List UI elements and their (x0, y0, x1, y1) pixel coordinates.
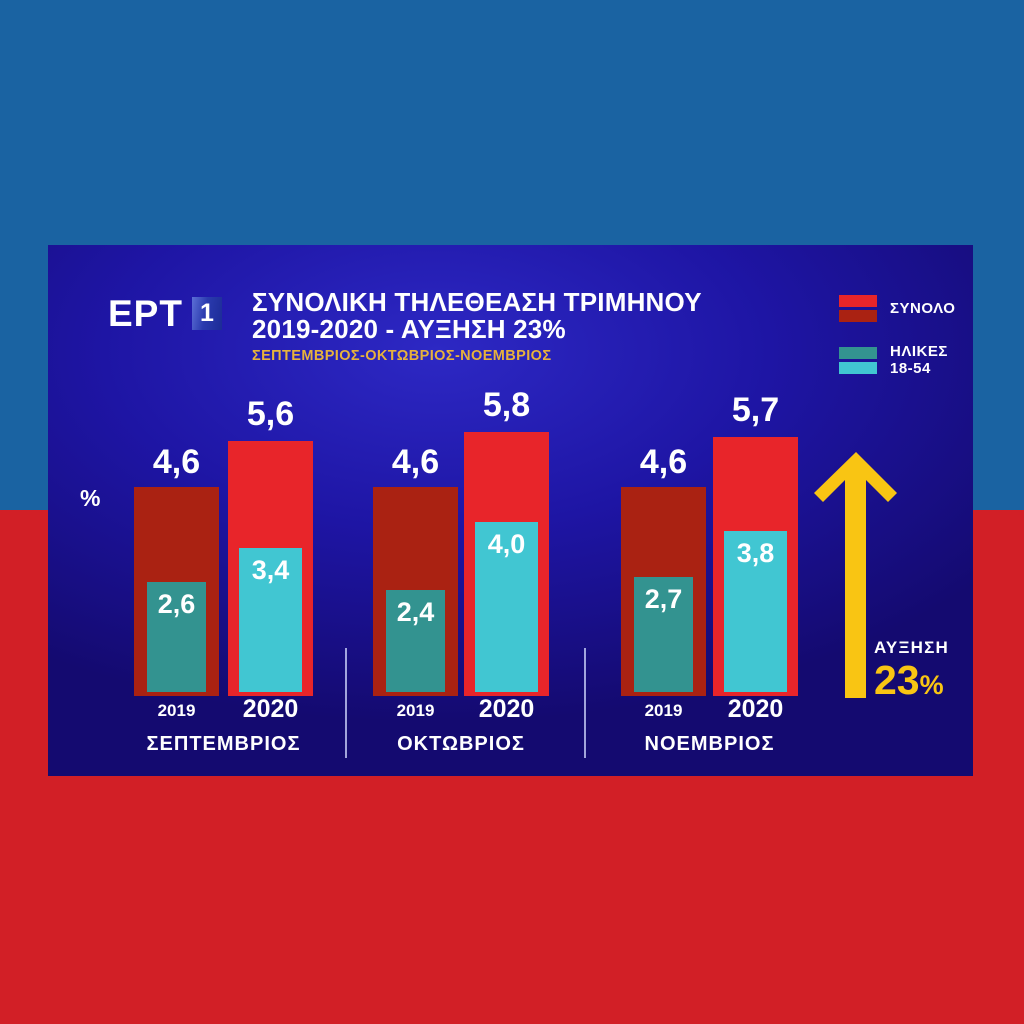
bar-value-ages-2019: 2,7 (644, 584, 683, 615)
chart-subtitle: ΣΕΠΤΕΜΒΡΙΟΣ-ΟΚΤΩΒΡΙΟΣ-ΝΟΕΜΒΡΙΟΣ (252, 348, 552, 365)
legend-label-total: ΣΥΝΟΛΟ (890, 299, 956, 317)
title-block: ΣΥΝΟΛΙΚΗ ΤΗΛΕΘΕΑΣΗ ΤΡΙΜΗΝΟΥ 2019-2020 - … (252, 289, 702, 364)
increase-percent-sign: % (919, 670, 944, 700)
bar-ages-2019 (386, 590, 445, 692)
legend-swatch-total-2020-icon (839, 295, 877, 307)
bar-value-ages-2020: 3,8 (736, 537, 775, 568)
bar-value-total-2020: 5,6 (246, 395, 295, 434)
legend-swatch-total-2019-icon (839, 310, 877, 322)
increase-value: 23% (874, 660, 1014, 701)
bar-value-ages-2019: 2,6 (157, 588, 196, 619)
legend-swatch-ages-2019-icon (839, 346, 877, 359)
ert-channel-number: 1 (200, 299, 214, 327)
y-axis-unit-label: % (80, 485, 101, 511)
legend-label-ages-line1: ΗΛΙΚΕΣ (890, 343, 948, 360)
bar-value-total-2019: 4,6 (639, 442, 688, 481)
year-label-2019: 2019 (396, 701, 435, 720)
bar-value-ages-2020: 3,4 (251, 554, 290, 585)
year-label-2019: 2019 (644, 701, 683, 720)
legend-label-ages-line2: 18-54 (890, 360, 931, 378)
year-label-2020: 2020 (727, 695, 784, 723)
bar-ages-2020 (475, 522, 538, 692)
bar-ages-2020 (724, 530, 787, 692)
increase-value-number: 23 (874, 657, 920, 703)
year-label-2020: 2020 (242, 695, 299, 723)
bar-value-ages-2020: 4,0 (487, 529, 526, 559)
month-label: ΝΟΕΜΒΡΙΟΣ (644, 733, 775, 755)
month-label: ΟΚΤΩΒΡΙΟΣ (397, 733, 525, 755)
group-divider-1 (345, 648, 347, 758)
increase-label: ΑΥΞΗΣΗ (874, 638, 949, 657)
legend-item-ages: ΗΛΙΚΕΣ 18-54 (839, 343, 955, 378)
legend: ΣΥΝΟΛΟ ΗΛΙΚΕΣ 18-54 (839, 295, 955, 378)
increase-arrow-icon (814, 452, 897, 698)
legend-swatches-total (839, 295, 877, 322)
ert1-logo: ΕΡΤ 1 (108, 295, 222, 332)
legend-swatches-ages (839, 346, 877, 374)
chart-title-line2: 2019-2020 - ΑΥΞΗΣΗ 23% (252, 313, 566, 344)
bar-value-total-2020: 5,8 (482, 386, 531, 425)
chart-area: 4,6 2,6 5,6 3,4 2019 2020 ΣΕΠΤΕΜΒΡΙΟΣ 4,6 2,4 5,8… (48, 245, 973, 776)
bar-ages-2019 (147, 581, 206, 692)
legend-label-ages: ΗΛΙΚΕΣ 18-54 (890, 343, 948, 378)
ert-logo-text: ΕΡΤ (108, 293, 183, 334)
chart-panel: ΕΡΤ 1 ΣΥΝΟΛΙΚΗ ΤΗΛΕΘΕΑΣΗ ΤΡΙΜΗΝΟΥ 2019-2… (48, 245, 973, 776)
bar-value-total-2019: 4,6 (152, 442, 201, 481)
bar-value-ages-2019: 2,4 (396, 597, 435, 627)
bar-value-total-2020: 5,7 (731, 390, 780, 429)
chart-title-line1: ΣΥΝΟΛΙΚΗ ΤΗΛΕΘΕΑΣΗ ΤΡΙΜΗΝΟΥ (252, 287, 702, 317)
year-label-2020: 2020 (478, 695, 535, 723)
year-label-2019: 2019 (157, 701, 196, 720)
increase-annotation: ΑΥΞΗΣΗ 23% (874, 638, 1014, 701)
legend-swatch-ages-2020-icon (839, 361, 877, 374)
bar-value-total-2019: 4,6 (391, 442, 440, 481)
legend-item-total: ΣΥΝΟΛΟ (839, 295, 955, 322)
bar-ages-2019 (634, 577, 693, 692)
ert-channel-number-box: 1 (191, 297, 222, 330)
bar-ages-2020 (239, 547, 302, 692)
group-divider-2 (584, 648, 586, 758)
month-label: ΣΕΠΤΕΜΒΡΙΟΣ (146, 733, 301, 755)
